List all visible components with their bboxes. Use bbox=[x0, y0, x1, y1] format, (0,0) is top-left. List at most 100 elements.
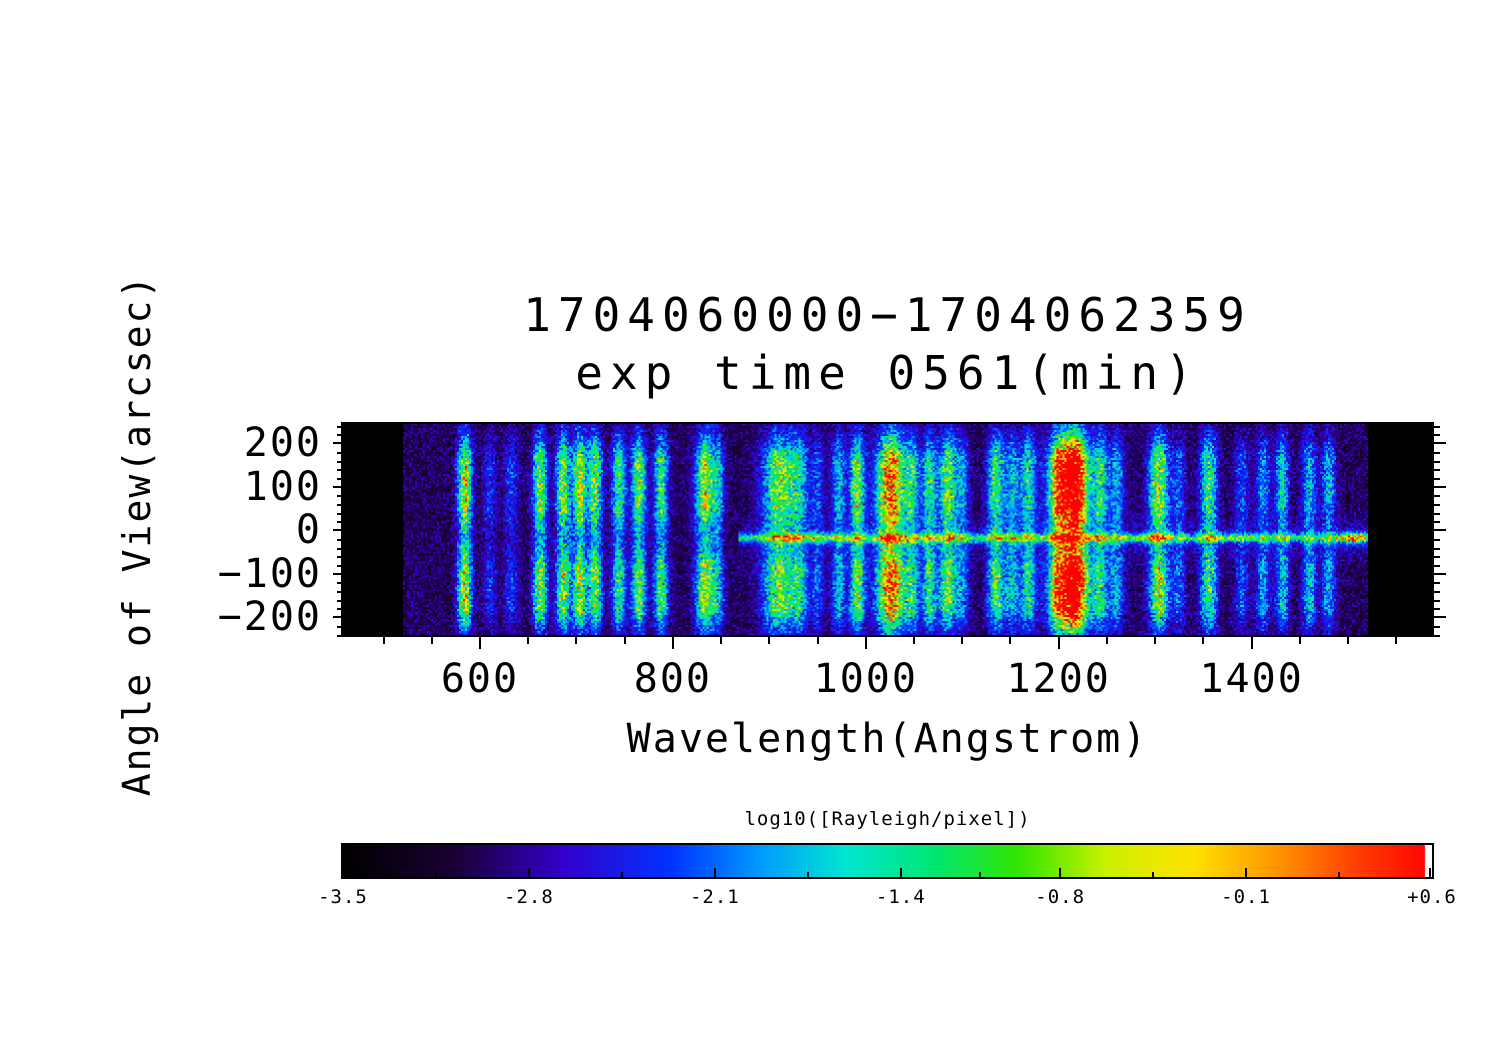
figure-subtitle: exp time 0561(min) bbox=[575, 346, 1200, 400]
colorbar-tick bbox=[713, 868, 716, 877]
y-minor-tick-left bbox=[337, 469, 341, 472]
x-minor-tick bbox=[1202, 637, 1205, 644]
colorbar-tick bbox=[1059, 868, 1062, 877]
y-major-tick-left bbox=[333, 616, 341, 619]
x-minor-tick bbox=[1347, 637, 1350, 644]
x-tick-label: 600 bbox=[440, 656, 520, 702]
x-minor-tick bbox=[1298, 637, 1301, 644]
y-minor-tick-left bbox=[337, 582, 341, 585]
colorbar-label: log10([Rayleigh/pixel]) bbox=[744, 808, 1031, 830]
x-minor-tick bbox=[1105, 637, 1108, 644]
x-minor-tick bbox=[430, 637, 433, 644]
colorbar-tick-label: -3.5 bbox=[318, 886, 368, 908]
colorbar-tick-label: -2.1 bbox=[689, 886, 740, 908]
colorbar-tick-label: -1.4 bbox=[875, 886, 926, 908]
y-major-tick-right bbox=[1434, 529, 1446, 532]
y-major-tick-right bbox=[1434, 616, 1446, 619]
y-minor-tick-right bbox=[1434, 451, 1440, 454]
y-minor-tick-right bbox=[1434, 521, 1440, 524]
x-minor-tick bbox=[575, 637, 578, 644]
y-minor-tick-right bbox=[1434, 608, 1440, 611]
y-major-tick-right bbox=[1434, 485, 1446, 488]
y-tick-label: 0 bbox=[295, 507, 322, 554]
y-minor-tick-right bbox=[1434, 556, 1440, 559]
y-minor-tick-left bbox=[337, 504, 341, 507]
x-major-tick bbox=[671, 637, 674, 649]
y-minor-tick-left bbox=[337, 599, 341, 602]
y-minor-tick-right bbox=[1434, 512, 1440, 515]
colorbar-minor-tick bbox=[434, 872, 437, 877]
x-minor-tick bbox=[623, 637, 626, 644]
y-minor-tick-right bbox=[1434, 547, 1440, 550]
colorbar-minor-tick bbox=[979, 872, 982, 877]
y-minor-tick-left bbox=[337, 547, 341, 550]
y-minor-tick-right bbox=[1434, 434, 1440, 437]
x-tick-label: 1000 bbox=[813, 656, 918, 702]
y-minor-tick-right bbox=[1434, 634, 1440, 637]
y-minor-tick-left bbox=[337, 556, 341, 559]
x-minor-tick bbox=[913, 637, 916, 644]
y-minor-tick-left bbox=[337, 512, 341, 515]
x-tick-label: 1400 bbox=[1199, 656, 1304, 702]
x-axis-label: Wavelength(Angstrom) bbox=[626, 716, 1149, 762]
colorbar-tick-label: +0.6 bbox=[1407, 886, 1457, 908]
y-minor-tick-right bbox=[1434, 582, 1440, 585]
y-minor-tick-right bbox=[1434, 460, 1440, 463]
colorbar-minor-tick bbox=[1152, 872, 1155, 877]
x-minor-tick bbox=[720, 637, 723, 644]
x-tick-label: 1200 bbox=[1006, 656, 1111, 702]
y-major-tick-right bbox=[1434, 442, 1446, 445]
colorbar-tick-label: -0.1 bbox=[1221, 886, 1271, 908]
x-minor-tick bbox=[527, 637, 530, 644]
x-minor-tick bbox=[1395, 637, 1398, 644]
x-major-tick bbox=[478, 637, 481, 649]
colorbar-frame bbox=[341, 843, 1434, 879]
y-minor-tick-left bbox=[337, 538, 341, 541]
x-minor-tick bbox=[1154, 637, 1157, 644]
y-minor-tick-right bbox=[1434, 504, 1440, 507]
y-tick-label: 200 bbox=[243, 420, 322, 467]
x-major-tick bbox=[1057, 637, 1060, 649]
x-minor-tick bbox=[382, 637, 385, 644]
y-tick-label: −200 bbox=[217, 594, 322, 641]
y-minor-tick-left bbox=[337, 425, 341, 428]
y-minor-tick-right bbox=[1434, 591, 1440, 594]
y-minor-tick-left bbox=[337, 521, 341, 524]
y-minor-tick-left bbox=[337, 434, 341, 437]
y-tick-label: −100 bbox=[217, 550, 322, 597]
y-major-tick-left bbox=[333, 485, 341, 488]
colorbar-tick bbox=[1245, 868, 1248, 877]
y-major-tick-left bbox=[333, 529, 341, 532]
figure-title: 1704060000−1704062359 bbox=[523, 288, 1252, 342]
x-tick-label: 800 bbox=[633, 656, 712, 702]
colorbar-minor-tick bbox=[620, 872, 623, 877]
y-minor-tick-right bbox=[1434, 599, 1440, 602]
y-minor-tick-left bbox=[337, 460, 341, 463]
y-minor-tick-left bbox=[337, 451, 341, 454]
y-major-tick-right bbox=[1434, 572, 1446, 575]
colorbar-tick bbox=[1429, 868, 1431, 877]
y-minor-tick-left bbox=[337, 564, 341, 567]
y-minor-tick-right bbox=[1434, 477, 1440, 480]
y-minor-tick-left bbox=[337, 495, 341, 498]
y-minor-tick-right bbox=[1434, 564, 1440, 567]
y-minor-tick-right bbox=[1434, 538, 1440, 541]
y-minor-tick-right bbox=[1434, 625, 1440, 628]
x-major-tick bbox=[864, 637, 867, 649]
y-minor-tick-left bbox=[337, 634, 341, 637]
y-major-tick-left bbox=[333, 572, 341, 575]
y-minor-tick-right bbox=[1434, 495, 1440, 498]
y-major-tick-left bbox=[333, 442, 341, 445]
y-minor-tick-right bbox=[1434, 469, 1440, 472]
x-minor-tick bbox=[768, 637, 771, 644]
colorbar-tick bbox=[899, 868, 902, 877]
x-minor-tick bbox=[961, 637, 964, 644]
y-minor-tick-left bbox=[337, 625, 341, 628]
spectrogram-heatmap-image bbox=[343, 424, 1432, 635]
colorbar-tick bbox=[342, 868, 344, 877]
y-minor-tick-left bbox=[337, 477, 341, 480]
colorbar-tick bbox=[527, 868, 530, 877]
y-minor-tick-left bbox=[337, 591, 341, 594]
x-major-tick bbox=[1250, 637, 1253, 649]
